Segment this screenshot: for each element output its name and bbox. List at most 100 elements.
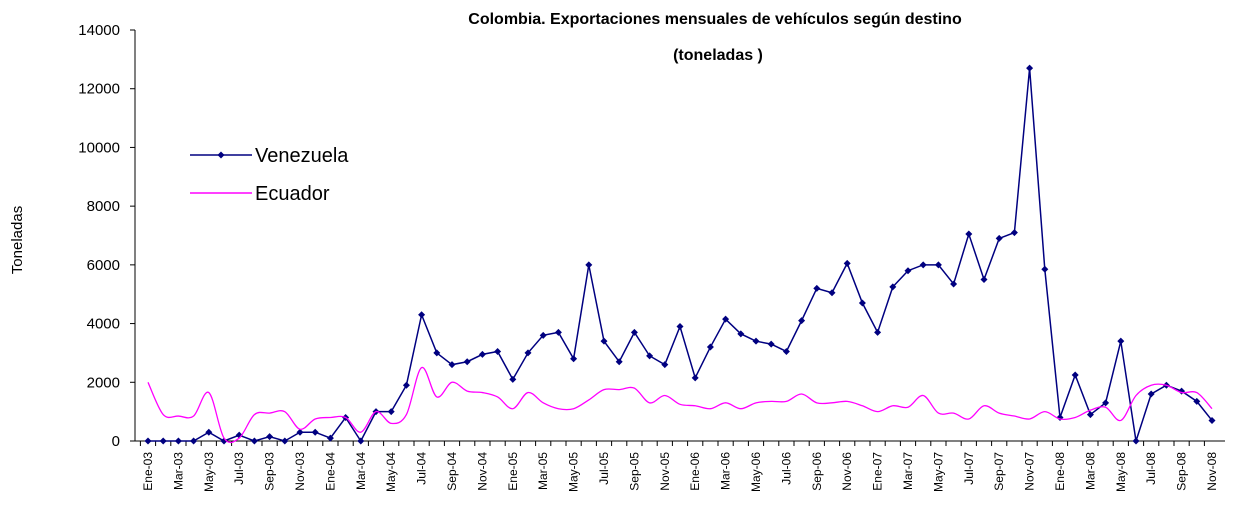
marker (174, 437, 182, 445)
marker (1026, 64, 1034, 72)
marker (1117, 337, 1125, 345)
x-tick-label: Mar-07 (901, 452, 915, 490)
marker (418, 311, 426, 319)
marker (387, 408, 395, 416)
marker (1010, 229, 1018, 237)
x-tick-label: Sep-03 (263, 452, 277, 491)
y-tick-label: 0 (112, 433, 120, 450)
marker (950, 280, 958, 288)
x-tick-label: May-03 (202, 452, 216, 492)
line-0 (148, 68, 1213, 443)
x-tick-label: Jul-05 (597, 452, 611, 485)
x-tick-label: Sep-04 (445, 452, 459, 491)
marker (889, 283, 897, 291)
x-tick-label: Jul-03 (232, 452, 246, 485)
chart-subtitle: (toneladas ) (673, 47, 763, 64)
marker (646, 352, 654, 360)
marker (524, 349, 532, 357)
x-tick-label: Ene-05 (506, 452, 520, 491)
marker (357, 437, 365, 445)
marker (722, 315, 730, 323)
x-tick-label: Nov-06 (840, 452, 854, 491)
marker (570, 355, 578, 363)
x-tick-label: Sep-07 (992, 452, 1006, 491)
marker (509, 375, 517, 383)
marker (919, 261, 927, 269)
marker (266, 433, 274, 441)
marker (1147, 390, 1155, 398)
x-tick-label: Nov-08 (1205, 452, 1219, 491)
marker (448, 361, 456, 369)
marker (1132, 437, 1140, 445)
x-tick-label: Nov-05 (658, 452, 672, 491)
marker (1071, 371, 1079, 379)
marker (995, 234, 1003, 242)
x-tick-label: Jul-04 (415, 452, 429, 485)
x-tick-label: Mar-08 (1083, 452, 1097, 490)
legend-label: Venezuela (255, 145, 349, 167)
marker (554, 328, 562, 336)
marker (1102, 399, 1110, 407)
marker (980, 276, 988, 284)
marker (539, 331, 547, 339)
y-axis-label: Toneladas (9, 206, 26, 274)
marker (494, 347, 502, 355)
y-tick-label: 14000 (78, 22, 120, 39)
marker (828, 289, 836, 297)
marker (813, 284, 821, 292)
x-tick-label: May-08 (1114, 452, 1128, 492)
marker (1193, 397, 1201, 405)
marker (691, 374, 699, 382)
x-tick-label: Sep-08 (1175, 452, 1189, 491)
marker (767, 340, 775, 348)
marker (326, 434, 334, 442)
x-tick-label: Mar-05 (536, 452, 550, 490)
chart-title: Colombia. Exportaciones mensuales de veh… (468, 11, 962, 28)
legend-label: Ecuador (255, 183, 330, 205)
marker (250, 437, 258, 445)
x-tick-label: Mar-04 (354, 452, 368, 490)
x-tick-label: Mar-03 (171, 452, 185, 490)
marker (630, 328, 638, 336)
marker (281, 437, 289, 445)
x-tick-label: Sep-06 (810, 452, 824, 491)
marker (433, 349, 441, 357)
x-tick-label: Nov-07 (1023, 452, 1037, 491)
marker (706, 343, 714, 351)
y-tick-label: 12000 (78, 81, 120, 98)
marker (585, 261, 593, 269)
x-tick-label: Ene-07 (871, 452, 885, 491)
x-tick-label: May-04 (384, 452, 398, 492)
marker (1086, 411, 1094, 419)
x-tick-label: Ene-06 (688, 452, 702, 491)
x-tick-label: Jul-07 (962, 452, 976, 485)
marker (600, 337, 608, 345)
marker (782, 347, 790, 355)
marker (220, 437, 228, 445)
y-tick-label: 2000 (87, 374, 120, 391)
x-tick-label: Nov-04 (475, 452, 489, 491)
marker (874, 328, 882, 336)
x-tick-label: Sep-05 (627, 452, 641, 491)
marker (463, 358, 471, 366)
marker (752, 337, 760, 345)
x-tick-label: Jul-06 (779, 452, 793, 485)
marker (858, 299, 866, 307)
marker (159, 437, 167, 445)
marker (615, 358, 623, 366)
marker (1041, 265, 1049, 273)
marker (205, 428, 213, 436)
marker (737, 330, 745, 338)
marker (661, 361, 669, 369)
line-1 (147, 366, 1213, 444)
y-tick-label: 10000 (78, 139, 120, 156)
marker (144, 437, 152, 445)
y-tick-label: 8000 (87, 198, 120, 215)
x-tick-label: Mar-06 (719, 452, 733, 490)
marker (311, 428, 319, 436)
x-tick-label: Jul-08 (1144, 452, 1158, 485)
x-tick-label: Nov-03 (293, 452, 307, 491)
marker (904, 267, 912, 275)
x-tick-label: May-06 (749, 452, 763, 492)
